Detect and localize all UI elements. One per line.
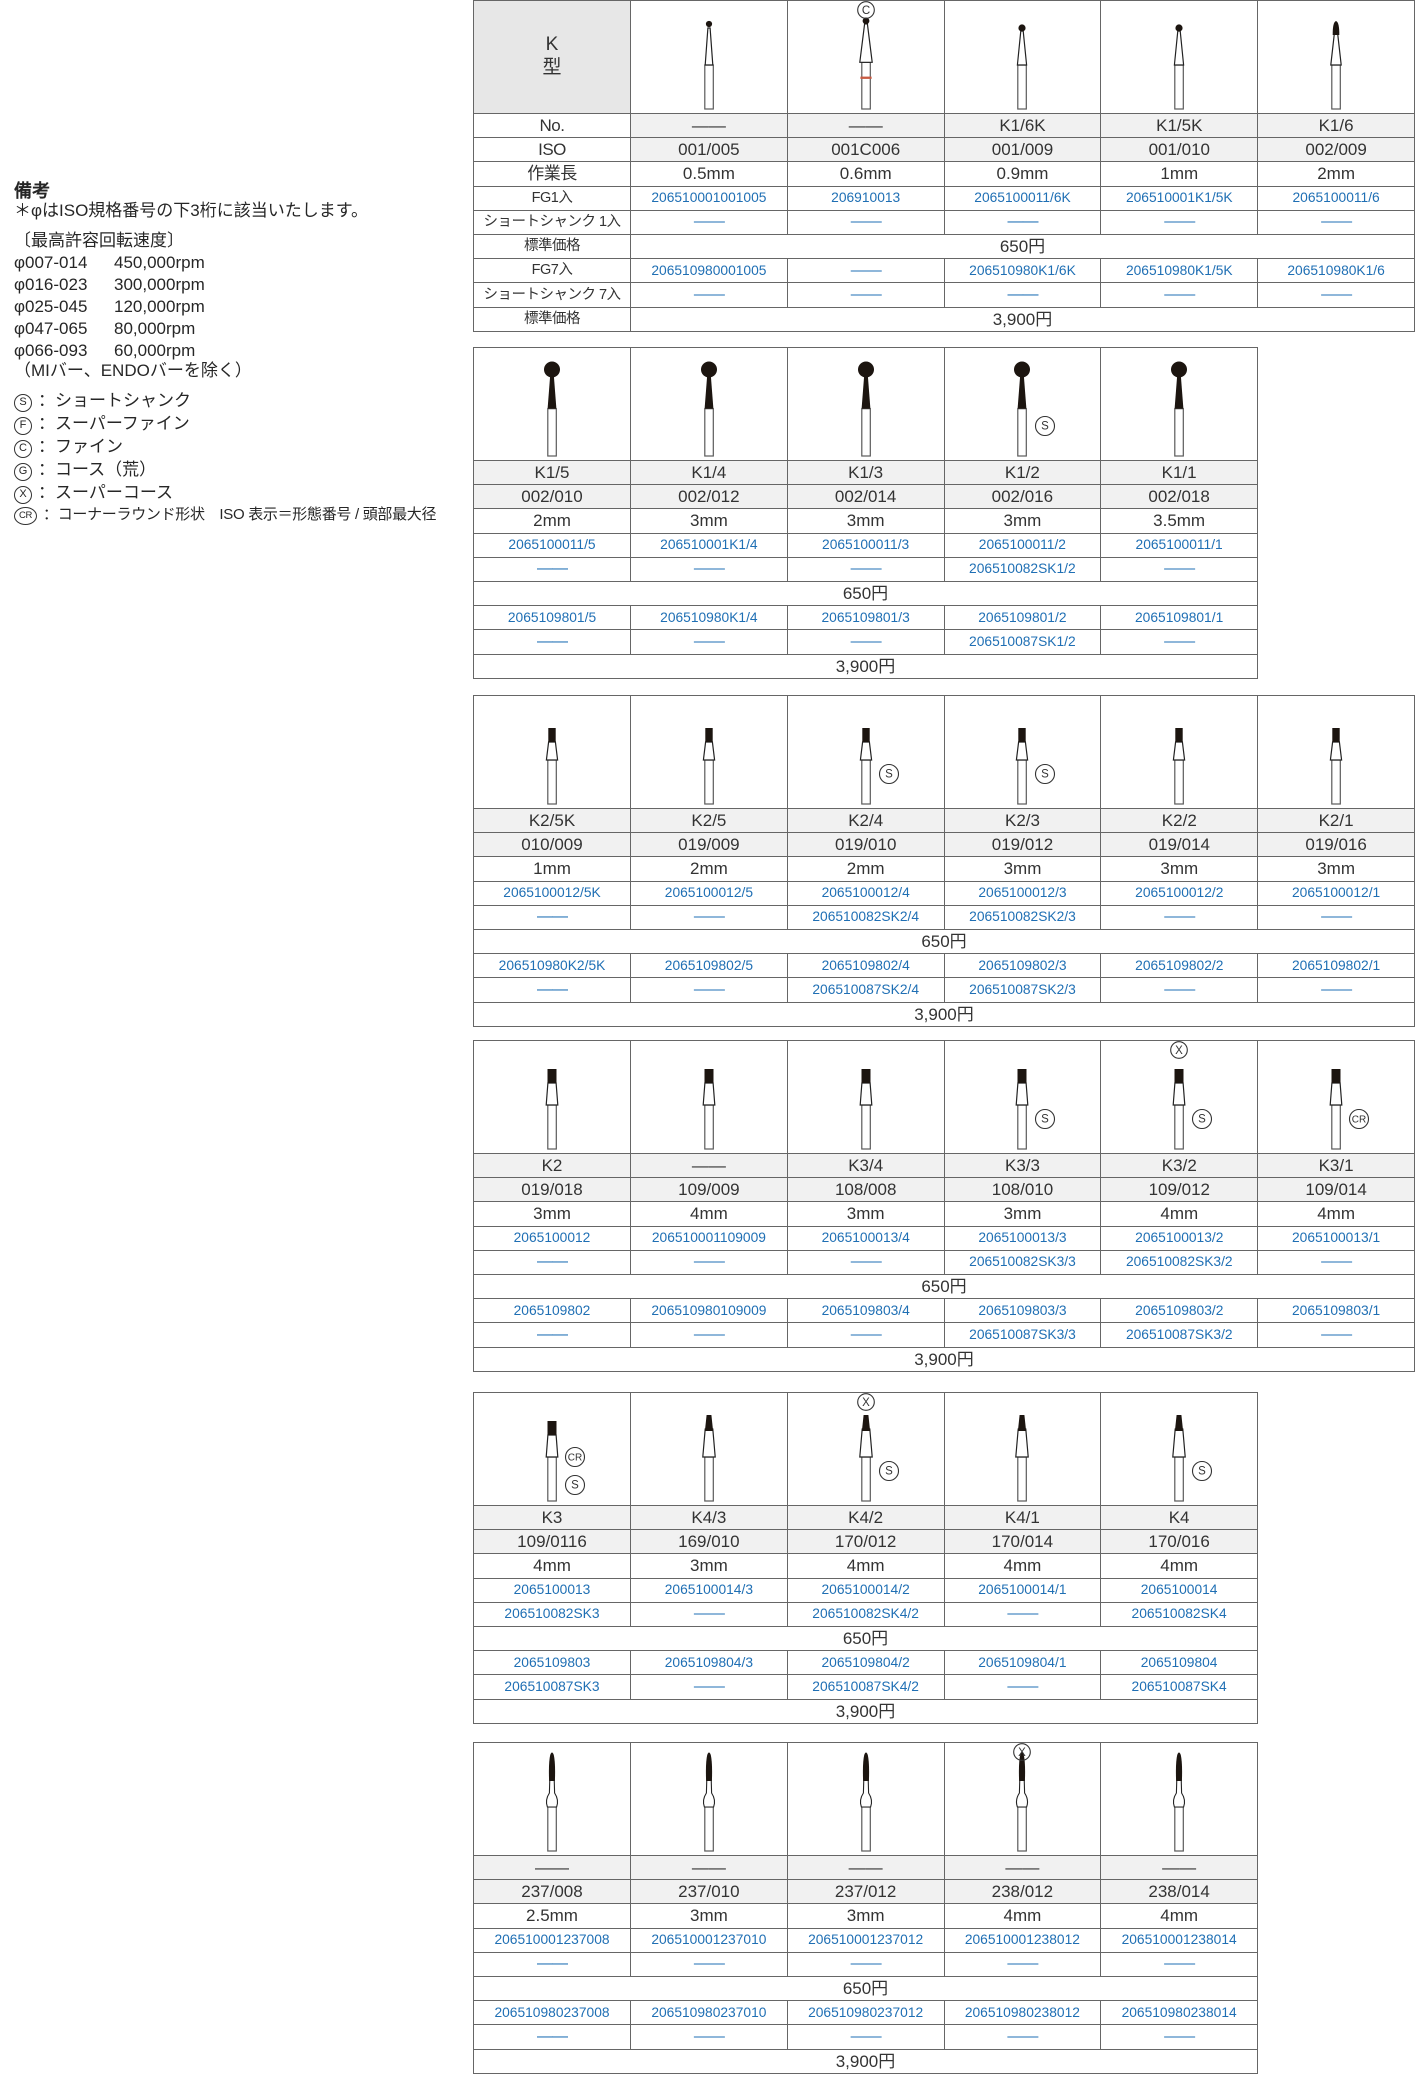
svg-text:CR: CR	[1352, 1115, 1366, 1126]
svg-text:X: X	[862, 1397, 870, 1409]
svg-text:S: S	[1042, 1114, 1050, 1126]
svg-text:S: S	[1198, 1466, 1206, 1478]
svg-text:S: S	[885, 1466, 893, 1478]
svg-text:S: S	[1198, 1114, 1206, 1126]
svg-text:X: X	[1175, 1045, 1183, 1057]
svg-text:S: S	[1042, 421, 1050, 433]
svg-text:CR: CR	[568, 1453, 582, 1464]
svg-text:S: S	[1042, 769, 1050, 781]
svg-text:S: S	[571, 1480, 579, 1492]
svg-text:S: S	[885, 769, 893, 781]
svg-text:C: C	[862, 5, 870, 17]
svg-text:X: X	[1019, 1747, 1027, 1759]
